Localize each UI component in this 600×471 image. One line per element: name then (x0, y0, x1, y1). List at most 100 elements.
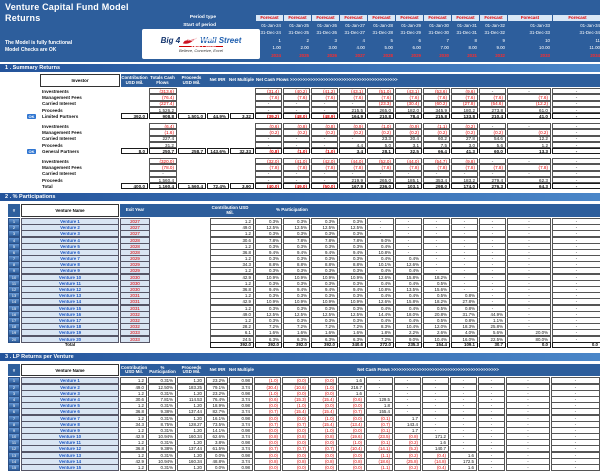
value-cell[interactable]: (42.0) (311, 157, 338, 165)
value-cell[interactable]: 28.1 (367, 148, 394, 155)
value-cell[interactable]: 392.0 (311, 341, 338, 348)
value-cell[interactable]: 250.7 (149, 148, 177, 155)
value-cell[interactable]: - (311, 100, 338, 107)
value-cell[interactable]: - (311, 176, 338, 184)
value-cell[interactable]: (7.6) (395, 94, 422, 101)
value-cell[interactable]: - (552, 148, 600, 155)
value-cell[interactable]: (40.2) (283, 88, 310, 95)
value-cell[interactable]: - (479, 157, 506, 165)
value-cell[interactable]: - (507, 88, 551, 95)
period-cell[interactable]: Forecast (312, 14, 339, 21)
value-cell[interactable]: (7.8) (479, 164, 506, 171)
period-cell[interactable]: 1 (278, 37, 281, 43)
period-cell[interactable]: 2034 (590, 52, 600, 58)
period-cell[interactable]: 31-Dec-33 (529, 30, 551, 36)
value-cell[interactable]: - (552, 135, 600, 142)
value-cell[interactable]: 3.4 (339, 148, 366, 155)
period-cell[interactable]: 01-Jan-26 (317, 22, 337, 28)
value-cell[interactable]: 164.9 (339, 113, 366, 120)
value-cell[interactable]: 227.4 (149, 135, 177, 142)
value-cell[interactable]: (7.8) (367, 164, 394, 171)
value-cell[interactable]: (0.2) (367, 129, 394, 136)
value-cell[interactable]: 279.4 (479, 176, 506, 184)
value-cell[interactable]: (7.6) (311, 94, 338, 101)
value-cell[interactable]: 0.31% (148, 464, 176, 471)
value-cell[interactable]: 908.8 (149, 113, 177, 120)
value-cell[interactable]: - (255, 176, 282, 184)
value-cell[interactable]: (7.8) (339, 164, 366, 171)
value-cell[interactable]: (0.2) (394, 464, 421, 471)
value-cell[interactable]: 4.4 (339, 141, 366, 149)
value-cell[interactable]: - (478, 464, 505, 471)
value-cell[interactable]: (0.2) (339, 129, 366, 136)
prior-period-cell[interactable] (222, 22, 255, 30)
value-cell[interactable]: (0.2) (451, 122, 478, 130)
value-cell[interactable]: (0.0) (338, 464, 365, 471)
period-cell[interactable]: 31-Dec-27 (344, 30, 366, 36)
value-cell[interactable]: (0.0) (282, 464, 309, 471)
value-cell[interactable]: 0.98 (229, 464, 253, 471)
value-cell[interactable]: 1,160.4 (149, 183, 177, 190)
value-cell[interactable]: 78.4 (395, 113, 422, 120)
value-cell[interactable]: 72.4% (207, 183, 229, 190)
value-cell[interactable]: 60.0 (479, 148, 506, 155)
value-cell[interactable]: 8.0 (121, 148, 148, 155)
value-cell[interactable]: 44.9% (207, 113, 229, 120)
value-cell[interactable]: - (552, 94, 600, 101)
value-cell[interactable]: (0.0) (254, 464, 281, 471)
value-cell[interactable]: - (255, 141, 282, 149)
value-cell[interactable]: 353.4 (423, 176, 450, 184)
value-cell[interactable]: 3.32 (230, 113, 254, 120)
period-cell[interactable]: 01-Jan-28 (373, 22, 393, 28)
period-cell[interactable]: 31-Dec-30 (428, 30, 450, 36)
period-cell[interactable]: 31-Dec-25 (288, 30, 310, 36)
value-cell[interactable]: - (339, 100, 366, 107)
period-cell[interactable]: 2 (306, 37, 309, 43)
period-cell[interactable]: 01-Jan-25 (289, 22, 309, 28)
period-cell[interactable]: 2032 (495, 52, 505, 58)
value-cell[interactable]: (0.9) (395, 122, 422, 130)
value-cell[interactable]: (0.2) (423, 129, 450, 136)
value-cell[interactable]: (0.2) (479, 129, 506, 136)
value-cell[interactable]: - (395, 170, 422, 177)
period-cell[interactable]: 01-Jan-31 (457, 22, 477, 28)
period-cell[interactable]: 01-Jan-29 (401, 22, 421, 28)
value-cell[interactable]: 3.0 (451, 141, 478, 149)
period-cell[interactable]: Forecast (480, 14, 507, 21)
period-cell[interactable]: 7 (446, 37, 449, 43)
value-cell[interactable]: 273.8 (479, 106, 506, 114)
value-cell[interactable]: 276.3 (479, 183, 506, 190)
value-cell[interactable]: 41.3 (451, 148, 478, 155)
prior-period-cell[interactable] (222, 14, 255, 22)
value-cell[interactable]: (7.6) (507, 94, 551, 101)
value-cell[interactable]: - (311, 106, 338, 114)
value-cell[interactable]: 27.8 (451, 135, 478, 142)
value-cell[interactable]: 7.5 (423, 141, 450, 149)
value-cell[interactable]: (54.7) (423, 157, 450, 165)
period-cell[interactable]: 4 (362, 37, 365, 43)
value-cell[interactable]: (9.8) (451, 157, 478, 165)
period-cell[interactable]: 2024 (271, 52, 281, 58)
value-cell[interactable]: 13.3 (507, 148, 551, 155)
value-cell[interactable]: - (551, 464, 600, 471)
period-cell[interactable]: 01-Jan-24 (261, 22, 281, 28)
value-cell[interactable]: (53.6) (423, 88, 450, 95)
value-cell[interactable]: (48.0) (283, 113, 310, 120)
value-cell[interactable]: (43.1) (339, 88, 366, 95)
period-cell[interactable]: 2026 (327, 52, 337, 58)
value-cell[interactable]: (0.2) (311, 129, 338, 136)
value-cell[interactable]: (320.0) (149, 157, 177, 165)
value-cell[interactable]: (7.8) (423, 164, 450, 171)
value-cell[interactable]: - (339, 170, 366, 177)
value-cell[interactable]: (48.9) (311, 113, 338, 120)
value-cell[interactable]: - (552, 157, 600, 165)
prior-period-cell[interactable] (222, 52, 255, 60)
period-cell[interactable]: Forecast (340, 14, 367, 21)
value-cell[interactable]: (44.0) (339, 157, 366, 165)
value-cell[interactable]: - (552, 183, 600, 190)
period-cell[interactable]: 1.00 (272, 45, 281, 51)
value-cell[interactable]: - (255, 170, 282, 177)
value-cell[interactable]: 219.9 (339, 176, 366, 184)
value-cell[interactable]: (44.0) (395, 157, 422, 165)
value-cell[interactable]: - (552, 113, 600, 120)
